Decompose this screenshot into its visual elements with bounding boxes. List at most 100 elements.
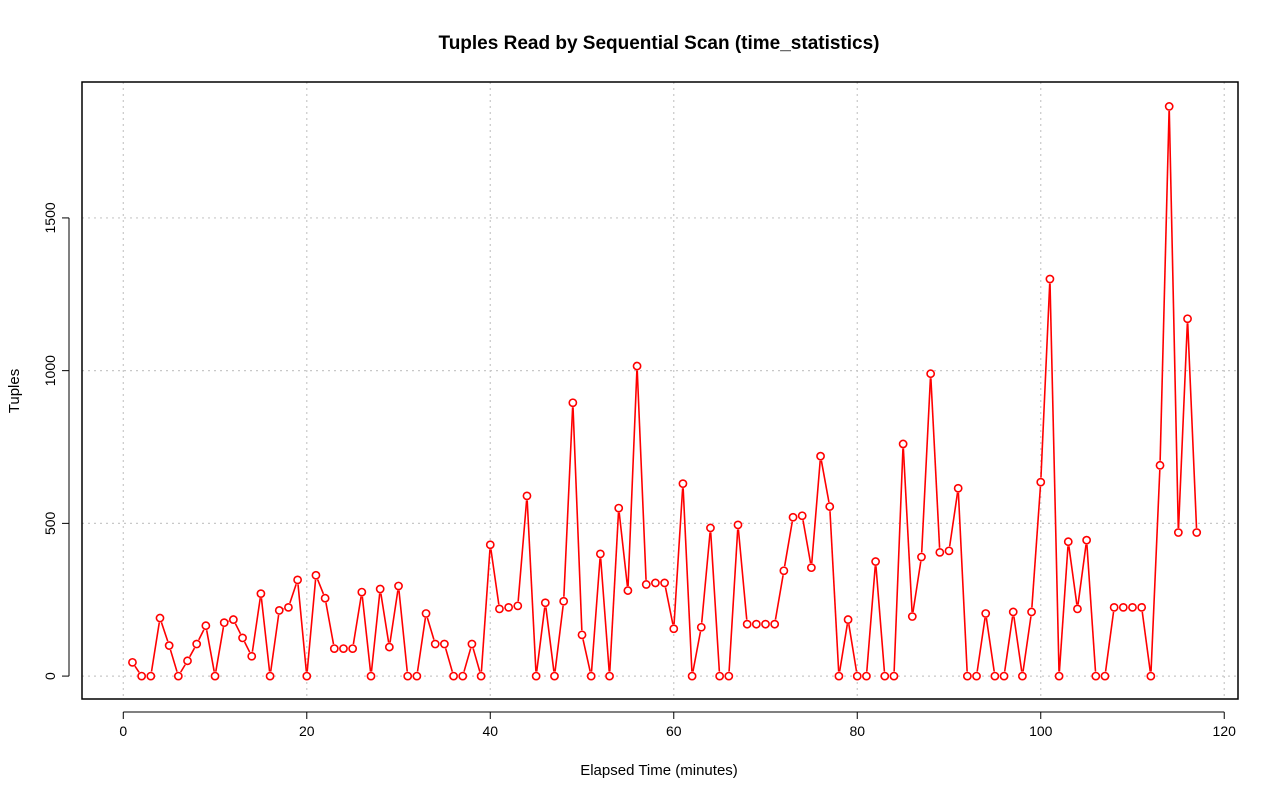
data-point bbox=[761, 619, 770, 629]
series-line-segment bbox=[234, 623, 242, 635]
data-point bbox=[687, 671, 697, 681]
data-point bbox=[274, 606, 284, 615]
data-point bbox=[577, 630, 587, 640]
series-line-segment bbox=[774, 575, 784, 620]
series-line-segment bbox=[251, 598, 262, 652]
data-point bbox=[953, 483, 963, 493]
data-point bbox=[889, 671, 899, 681]
data-point bbox=[834, 671, 844, 681]
data-point bbox=[155, 613, 165, 623]
data-point bbox=[403, 671, 413, 681]
data-point bbox=[1155, 460, 1165, 470]
series-line-segment bbox=[627, 370, 638, 587]
data-point bbox=[614, 503, 624, 513]
series-line-segment bbox=[297, 584, 308, 672]
data-point bbox=[173, 671, 183, 681]
x-tick-label: 60 bbox=[666, 723, 682, 739]
series-line-segment bbox=[1104, 611, 1115, 672]
data-point bbox=[1063, 537, 1073, 547]
data-point bbox=[137, 671, 147, 681]
x-tick-label: 20 bbox=[299, 723, 315, 739]
data-point bbox=[192, 639, 202, 649]
series-line-segment bbox=[160, 622, 169, 642]
y-tick-label: 1000 bbox=[42, 355, 58, 386]
data-point bbox=[384, 642, 394, 652]
data-point bbox=[595, 549, 605, 559]
series-line-segment bbox=[554, 605, 564, 672]
series-line-segment bbox=[682, 488, 693, 672]
series-line-segment bbox=[1086, 544, 1097, 672]
data-point bbox=[669, 624, 679, 634]
series-line-segment bbox=[243, 641, 251, 653]
data-point bbox=[449, 671, 458, 681]
x-tick-label: 100 bbox=[1029, 723, 1053, 739]
data-point bbox=[660, 578, 669, 588]
data-point bbox=[788, 512, 798, 522]
chart-title: Tuples Read by Sequential Scan (time_sta… bbox=[439, 33, 880, 54]
data-point bbox=[320, 593, 330, 603]
data-point bbox=[1036, 477, 1046, 487]
data-point bbox=[944, 546, 954, 556]
series-line-segment bbox=[692, 631, 702, 672]
data-point bbox=[972, 671, 981, 681]
series-line-segment bbox=[463, 648, 472, 672]
series-line-segment bbox=[260, 598, 271, 672]
series-line-segment bbox=[802, 520, 812, 564]
data-point bbox=[513, 601, 523, 611]
x-tick-label: 40 bbox=[482, 723, 498, 739]
data-point bbox=[495, 604, 504, 614]
data-point bbox=[439, 639, 449, 649]
data-point bbox=[999, 671, 1009, 681]
data-point bbox=[550, 671, 559, 681]
series-line-segment bbox=[563, 407, 574, 597]
data-point bbox=[641, 580, 651, 589]
data-point bbox=[825, 502, 835, 511]
data-point bbox=[1027, 607, 1036, 617]
series-line-segment bbox=[590, 558, 601, 672]
series-line-segment bbox=[948, 492, 959, 547]
data-point bbox=[1073, 604, 1082, 614]
data-point bbox=[394, 581, 403, 591]
series-line-segment bbox=[1040, 283, 1051, 478]
series-line-segment bbox=[783, 521, 794, 567]
series-line-segment bbox=[180, 664, 186, 673]
series-line-segment bbox=[269, 614, 280, 672]
series-line-segment bbox=[709, 532, 721, 672]
series-line-segment bbox=[893, 448, 904, 672]
data-point bbox=[375, 584, 385, 594]
data-point bbox=[348, 644, 358, 654]
y-tick-label: 1500 bbox=[42, 202, 58, 233]
data-point bbox=[852, 671, 862, 681]
series-line-segment bbox=[1159, 111, 1170, 461]
data-point bbox=[293, 575, 303, 585]
data-point bbox=[926, 369, 936, 379]
data-point bbox=[797, 511, 807, 521]
data-point bbox=[981, 609, 991, 618]
series-line-segment bbox=[189, 647, 196, 658]
series-line-segment bbox=[848, 623, 858, 672]
data-point bbox=[751, 619, 761, 629]
data-point bbox=[935, 547, 945, 557]
data-point bbox=[1109, 602, 1119, 612]
data-point bbox=[1045, 274, 1055, 284]
series-line-segment bbox=[1141, 611, 1152, 672]
data-point bbox=[522, 491, 532, 501]
series-line-segment bbox=[134, 665, 140, 673]
series-line-segment bbox=[930, 378, 941, 548]
data-point bbox=[917, 552, 926, 562]
data-point bbox=[862, 671, 871, 681]
data-point bbox=[706, 523, 715, 533]
data-point bbox=[1137, 602, 1147, 612]
data-point bbox=[412, 671, 422, 681]
plot-frame bbox=[81, 81, 1239, 700]
series-line-segment bbox=[920, 378, 932, 553]
series-line-segment bbox=[361, 596, 372, 672]
series-line-segment bbox=[306, 579, 317, 672]
data-point bbox=[531, 671, 541, 681]
series-line-segment bbox=[1022, 616, 1032, 672]
data-point bbox=[1008, 607, 1018, 617]
data-point bbox=[201, 621, 211, 631]
series-line-segment bbox=[480, 549, 491, 672]
grid bbox=[82, 82, 1238, 699]
data-point bbox=[458, 671, 468, 681]
